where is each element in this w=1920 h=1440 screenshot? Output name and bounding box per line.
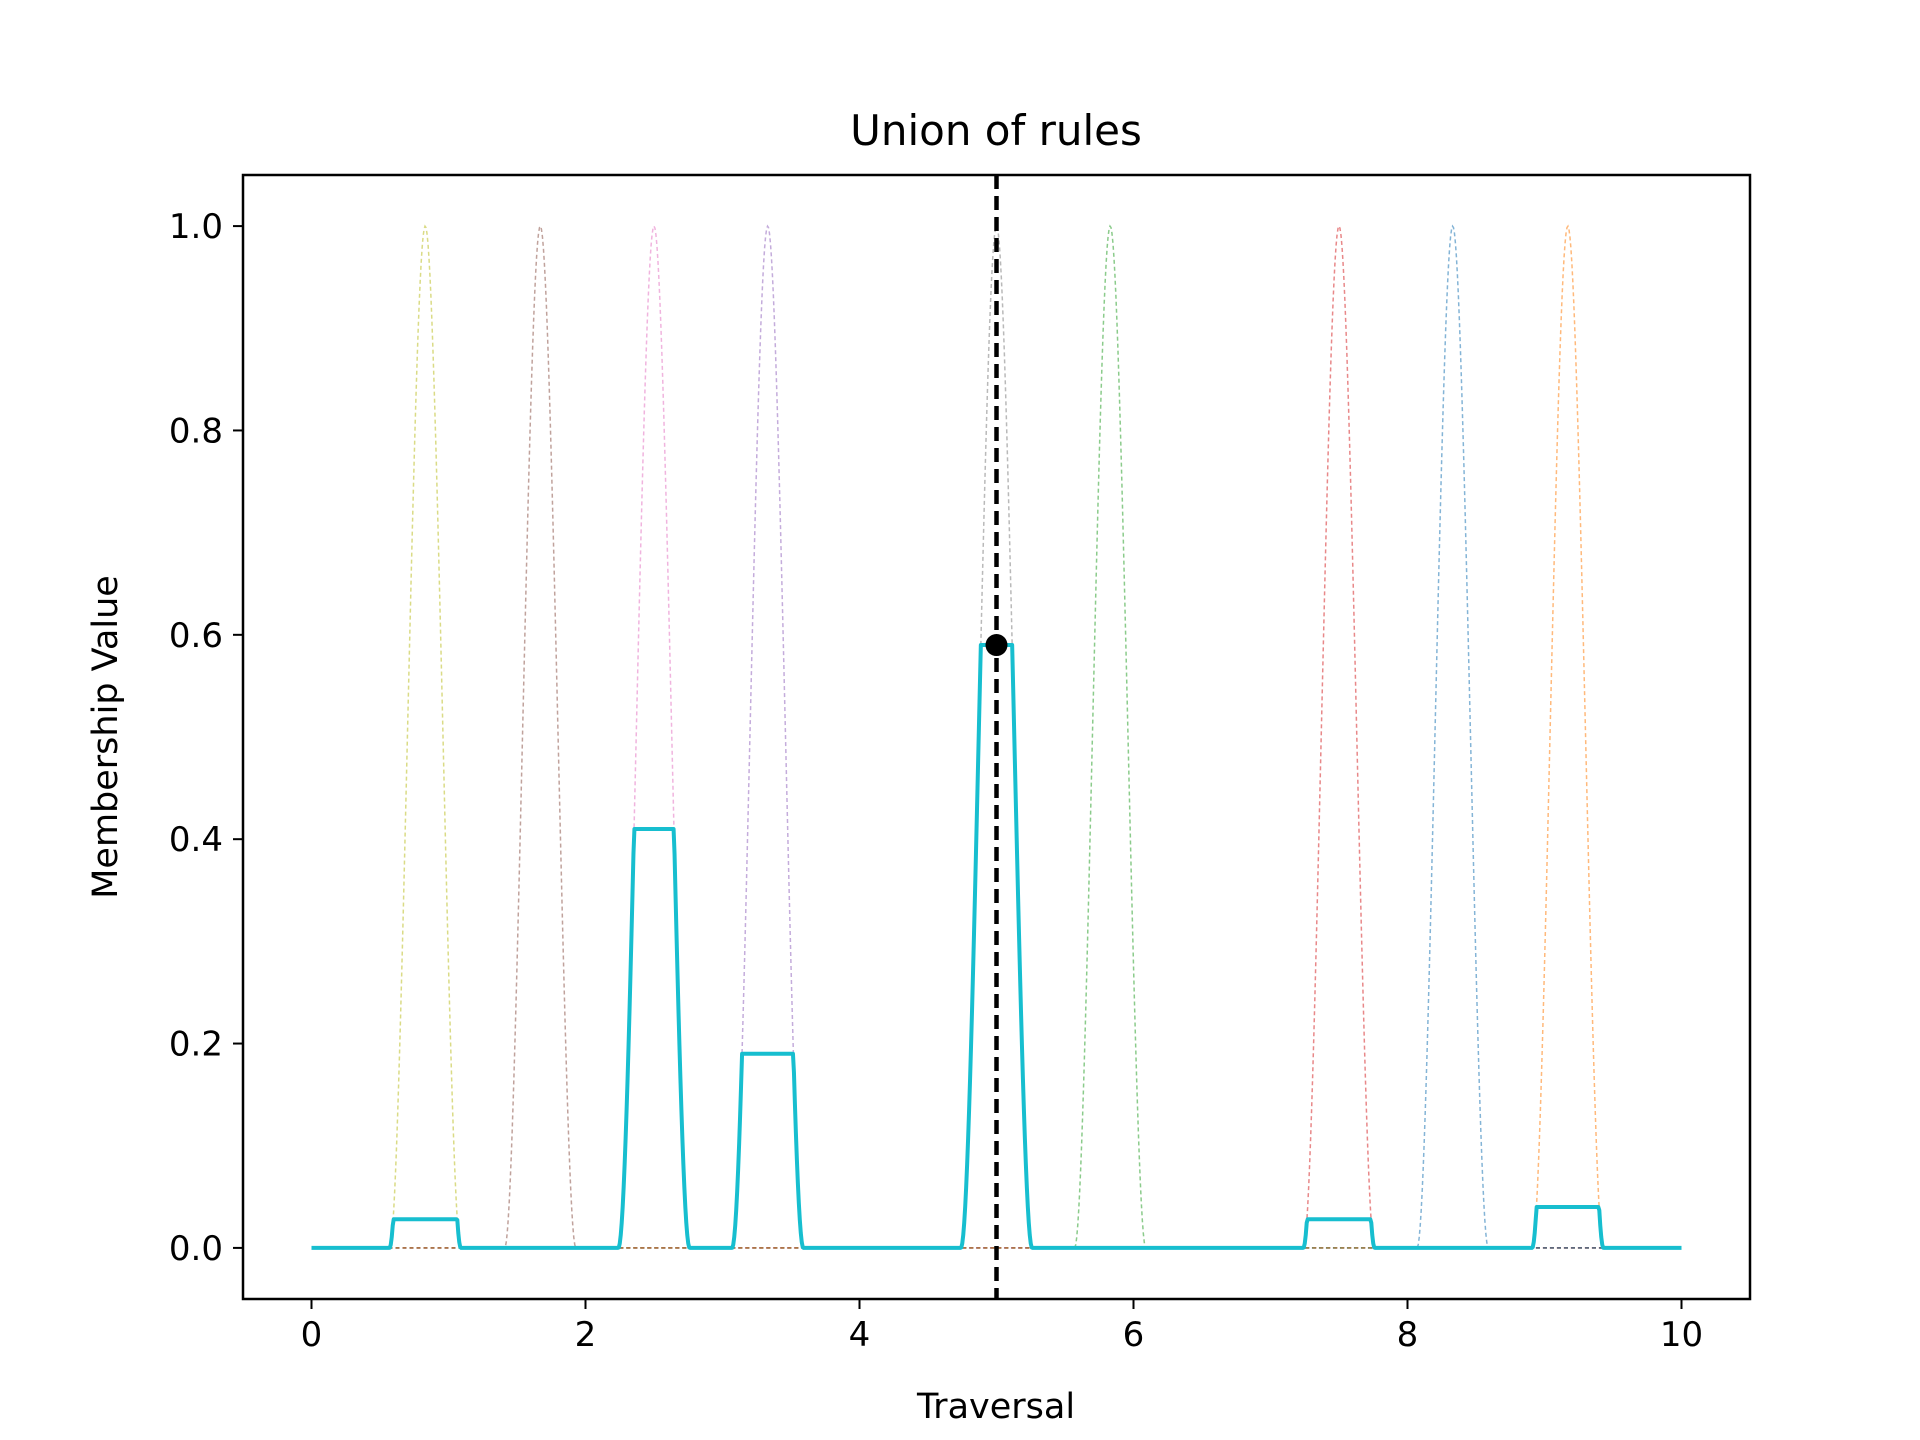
rule-curve-4 [311, 224, 1682, 1249]
crisp-output-point [985, 634, 1008, 657]
rule-curve-9 [311, 224, 1682, 1249]
rule-curve-2 [311, 224, 1682, 1249]
x-tick-label: 6 [1123, 1315, 1145, 1355]
rule-curve-6 [311, 224, 1682, 1249]
chart-title: Union of rules [850, 106, 1142, 155]
rule-curve-8 [311, 224, 1682, 1249]
rule-curve-3 [311, 224, 1682, 1249]
rule-curve-5 [311, 224, 1682, 1249]
y-tick-label: 0.8 [169, 411, 223, 451]
y-tick-label: 1.0 [169, 207, 223, 247]
y-axis-ticks: 0.0 0.2 0.4 0.6 0.8 1.0 [169, 207, 243, 1269]
x-tick-label: 2 [575, 1315, 597, 1355]
y-tick-label: 0.6 [169, 616, 223, 656]
rule-curves [311, 224, 1682, 1249]
y-tick-label: 0.2 [169, 1025, 223, 1065]
rule-curve-7 [311, 224, 1682, 1249]
x-axis-ticks: 0 2 4 6 8 10 [301, 1299, 1703, 1355]
x-tick-label: 8 [1397, 1315, 1419, 1355]
rule-curve-1 [311, 224, 1682, 1249]
x-tick-label: 0 [301, 1315, 323, 1355]
y-tick-label: 0.0 [169, 1229, 223, 1269]
crisp-output-markers [985, 175, 1008, 1299]
y-axis-label: Membership Value [86, 575, 126, 899]
plot-frame [241, 173, 1752, 1301]
y-tick-label: 0.4 [169, 820, 223, 860]
x-tick-label: 4 [849, 1315, 871, 1355]
x-tick-label: 10 [1660, 1315, 1703, 1355]
x-axis-label: Traversal [916, 1387, 1075, 1427]
